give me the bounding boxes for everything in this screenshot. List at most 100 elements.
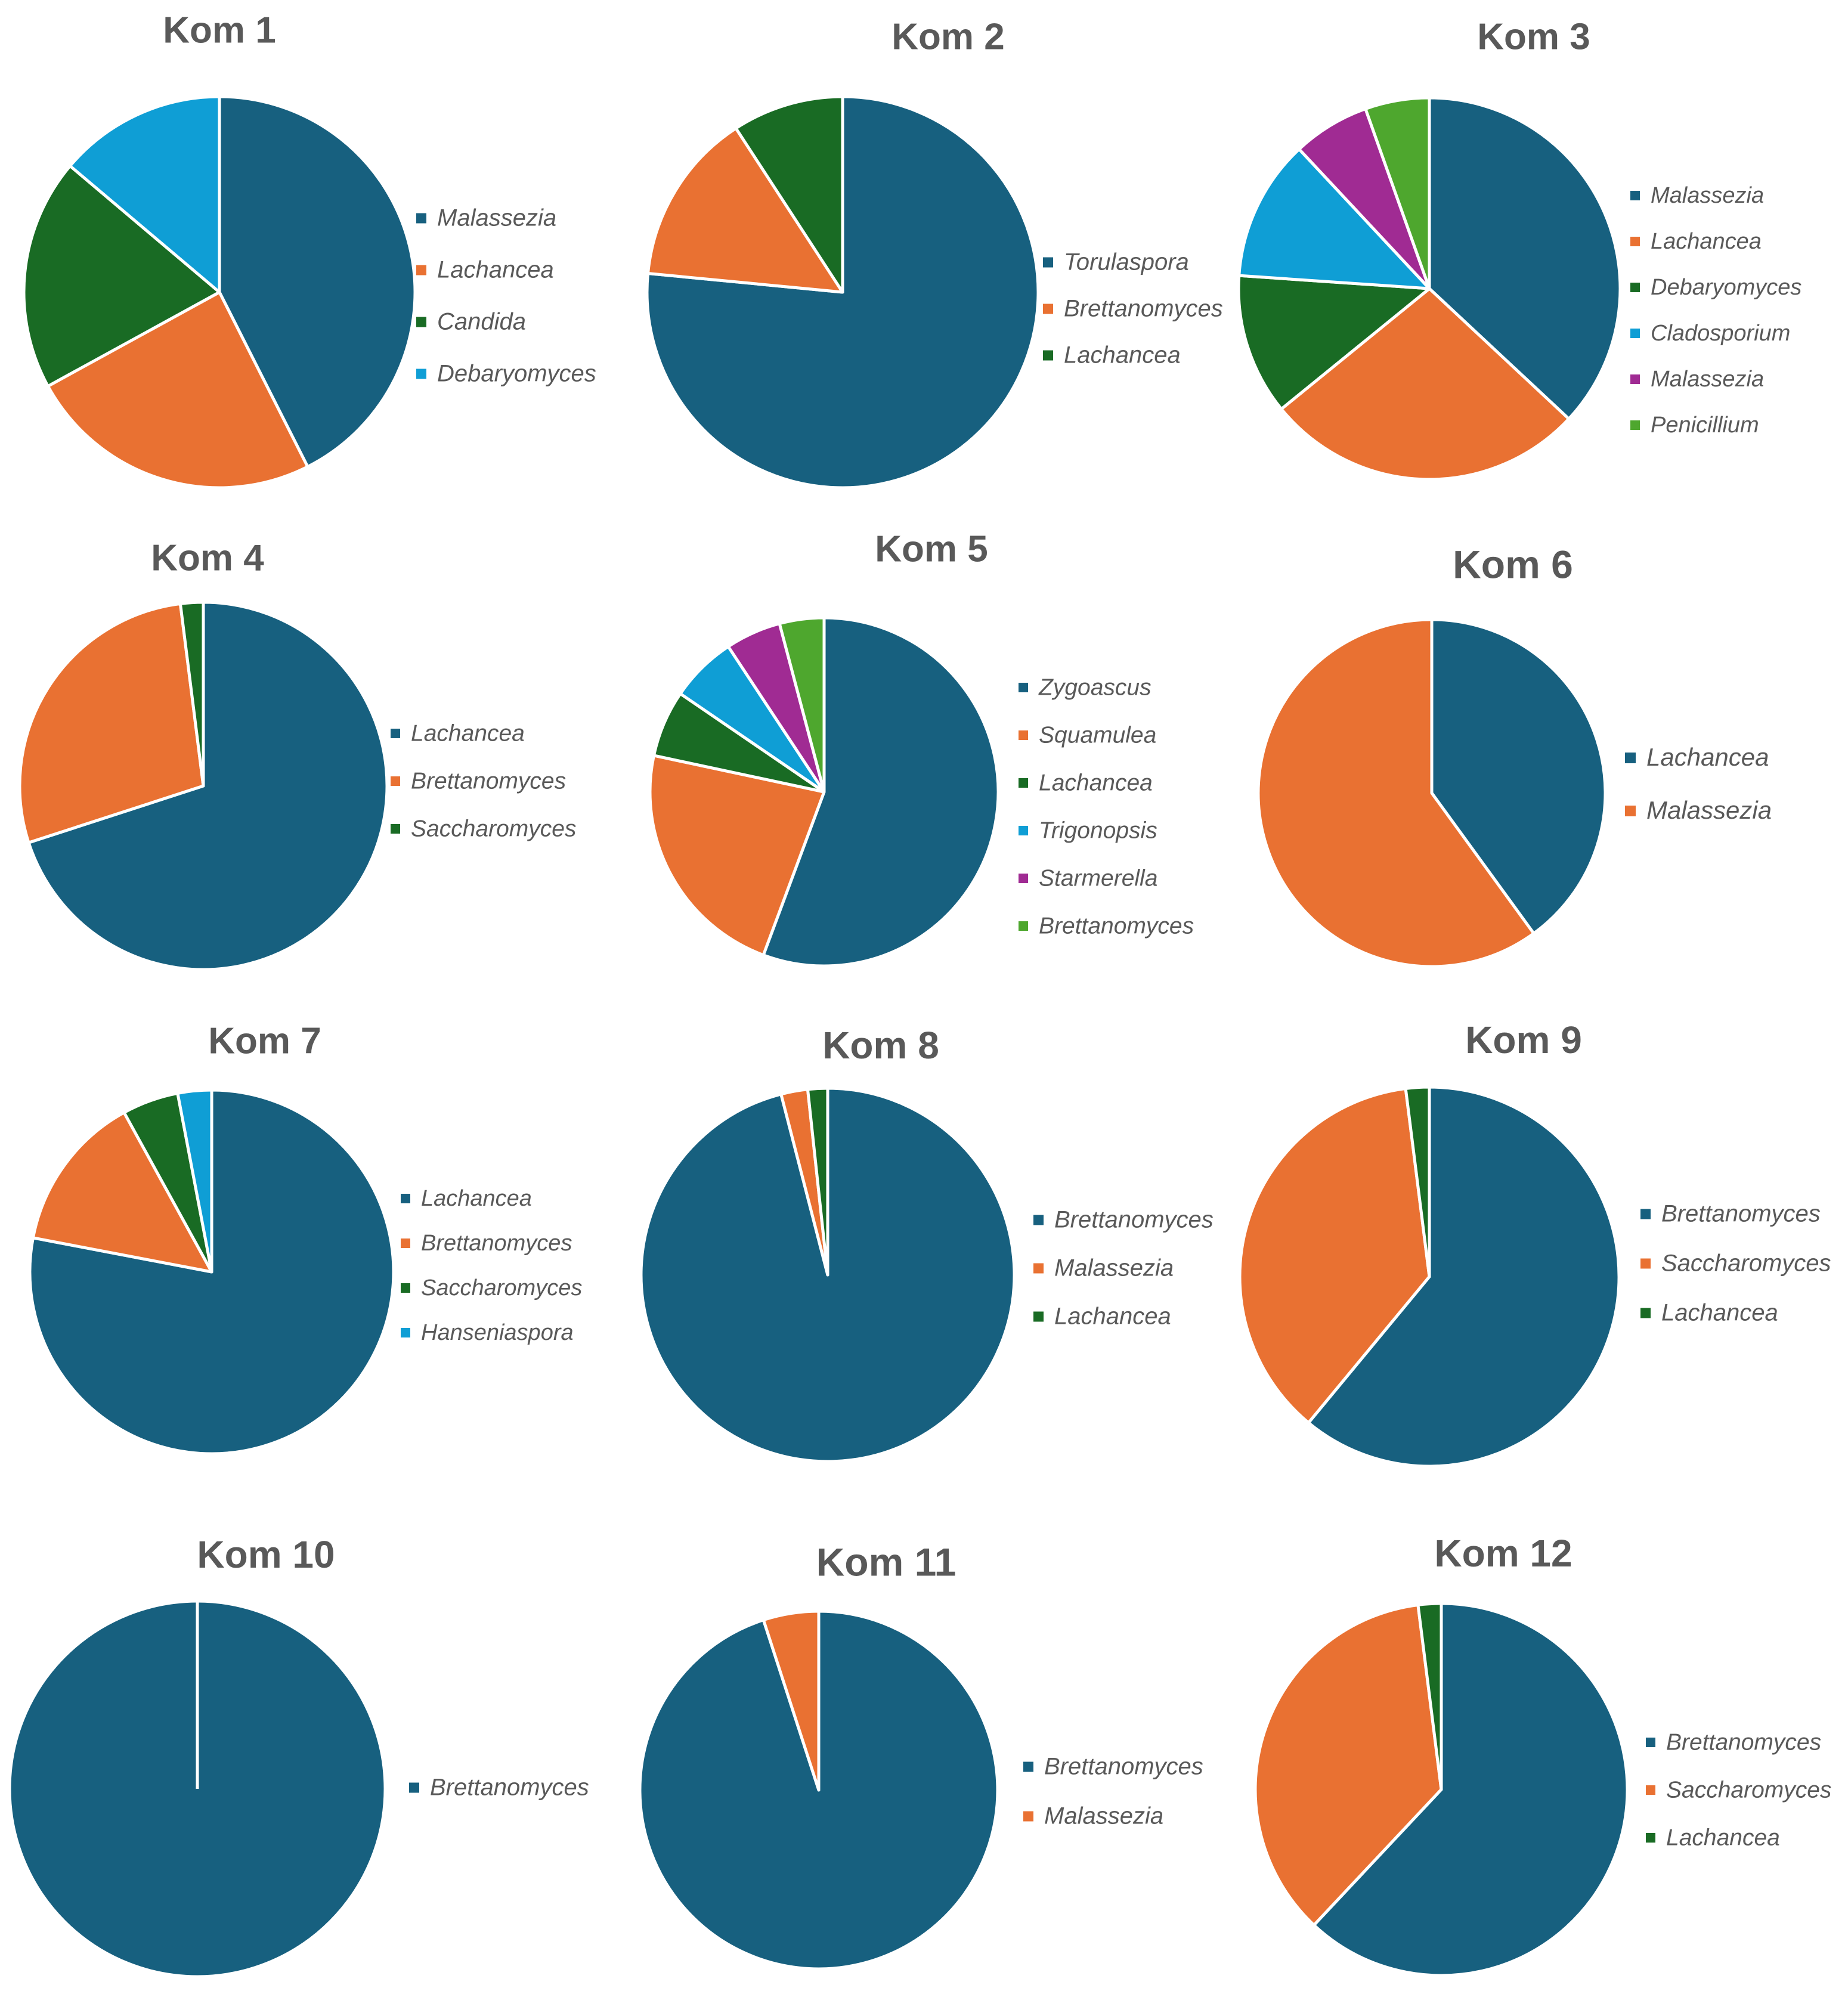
chart-title: Kom 1 [163,10,276,51]
legend-swatch [401,1283,410,1293]
legend-swatch [391,776,400,786]
chart-title: Kom 7 [208,1020,321,1061]
legend-swatch [1630,237,1640,246]
legend-swatch [1646,1738,1655,1747]
legend-label: Lachancea [1646,743,1769,771]
legend-label: Candida [437,309,526,335]
chart-title: Kom 8 [822,1024,939,1067]
legend-swatch [1630,191,1640,200]
legend-swatch [1019,826,1028,835]
pie-chart-10: Kom 10 Brettanomyces [8,1533,589,1978]
pie-slice-brettanomyces [31,1111,213,1274]
legend-label: Lachancea [1054,1303,1171,1330]
pie-slice-brettanomyces [778,616,826,794]
legend-swatch [401,1238,410,1248]
pie-slice-lachancea [1280,287,1571,481]
legend-swatch [1043,304,1053,314]
pie-slice-saccharomyces [1253,1603,1443,1927]
legend-swatch [1033,1215,1044,1225]
pie-slice-candida [22,164,221,388]
legend-label: Hanseniaspora [421,1320,574,1345]
chart-title: Kom 11 [816,1540,956,1584]
legend-swatch [1630,283,1640,292]
pie-slice-malassezia [762,1609,821,1792]
chart-title: Kom 3 [1477,16,1590,57]
pie-slice-brettanomyces [646,126,844,294]
legend: Brettanomyces Saccharomyces Lachancea [1646,1729,1831,1850]
pie-slice-hanseniaspora [176,1088,213,1274]
legend-label: Trigonopsis [1039,818,1157,843]
legend: Zygoascus Squamulea Lachancea Trigonopsis St… [1019,674,1194,939]
legend-label: Zygoascus [1038,674,1151,700]
legend-label: Lachancea [1661,1300,1778,1326]
pie-chart-11: Kom 11 Brettanomyces Malassezia [638,1540,1203,1971]
pie-slice-malassezia [1256,618,1536,968]
pie-chart-7: Kom 7 Lachancea Brettanomyces Saccharomyces… [28,1020,582,1456]
pie-slice-torulaspora [645,95,1040,490]
legend-label: Malassezia [1044,1803,1163,1829]
legend-swatch [1646,1785,1655,1795]
legend-label: Lachancea [437,257,554,283]
legend-label: Brettanomyces [1054,1207,1214,1233]
pie-chart-6: Kom 6 Lachancea Malassezia [1256,542,1772,968]
legend-label: Saccharomyces [1661,1250,1831,1277]
legend-label: Malassezia [1651,183,1764,208]
legend-swatch [416,265,426,275]
legend-swatch [1043,257,1053,268]
legend-label: Brettanomyces [1039,913,1194,939]
legend-label: Cladosporium [1651,321,1790,346]
legend-swatch [1019,778,1028,788]
legend-label: Lachancea [411,720,525,746]
legend: Lachancea Brettanomyces Saccharomyces Hanse… [401,1186,582,1345]
legend-label: Lachancea [1666,1825,1780,1850]
pie-slice-malassezia [1298,107,1431,290]
pie-slice-saccharomyces [178,600,205,788]
chart-title: Kom 9 [1465,1018,1582,1061]
legend: Brettanomyces Malassezia Lachancea [1033,1207,1214,1330]
pie-chart-4: Kom 4 Lachancea Brettanomyces Saccharomyces [18,537,576,971]
legend-label: Brettanomyces [1064,296,1223,322]
legend-label: Brettanomyces [421,1231,572,1256]
legend-swatch [1646,1833,1655,1843]
legend-swatch [1043,350,1053,361]
legend-swatch [1019,683,1028,692]
pie-slice-brettanomyces [1312,1602,1629,1977]
chart-title: Kom 10 [197,1533,335,1576]
legend-label: Brettanomyces [430,1775,589,1801]
legend-label: Brettanomyces [411,768,566,794]
pie-slice-debaryomyces [1237,274,1431,411]
pie-slice-brettanomyces [18,602,205,844]
legend-label: Malassezia [1651,367,1764,392]
legend-swatch [1033,1263,1044,1274]
legend-swatch [1019,874,1028,883]
legend-label: Starmerella [1039,865,1157,891]
legend: Brettanomyces Malassezia [1023,1754,1203,1829]
legend-swatch [401,1328,410,1337]
legend: Malassezia Lachancea Debaryomyces Cladospor… [1630,183,1801,438]
legend-label: Squamulea [1039,722,1156,748]
legend-swatch [391,729,400,738]
legend-label: Debaryomyces [1651,275,1801,300]
pie-slice-penicillium [1364,96,1431,290]
chart-title: Kom 12 [1434,1532,1572,1575]
legend-swatch [1023,1811,1033,1822]
legend: Brettanomyces [409,1775,589,1801]
pie-chart-2: Kom 2 Torulaspora Brettanomyces Lachancea [645,16,1223,490]
legend-label: Lachancea [1651,229,1762,254]
pie-slice-cladosporium [1237,147,1431,290]
chart-title: Kom 4 [151,537,264,578]
legend-label: Penicillium [1651,413,1759,438]
pie-slice-lachancea [734,95,844,294]
legend-label: Lachancea [1039,770,1153,795]
legend-label: Malassezia [1646,796,1772,824]
pie-chart-1: Kom 1 Malassezia Lachancea Candida Debaryomy… [22,10,596,490]
pie-slice-lachancea [27,600,389,971]
legend-swatch [1640,1209,1651,1219]
legend: Torulaspora Brettanomyces Lachancea [1043,249,1223,369]
legend-swatch [416,317,426,327]
legend-label: Debaryomyces [437,361,596,387]
legend-label: Brettanomyces [1661,1201,1821,1227]
legend-swatch [1033,1311,1044,1322]
pie-slice-malassezia [218,95,417,469]
